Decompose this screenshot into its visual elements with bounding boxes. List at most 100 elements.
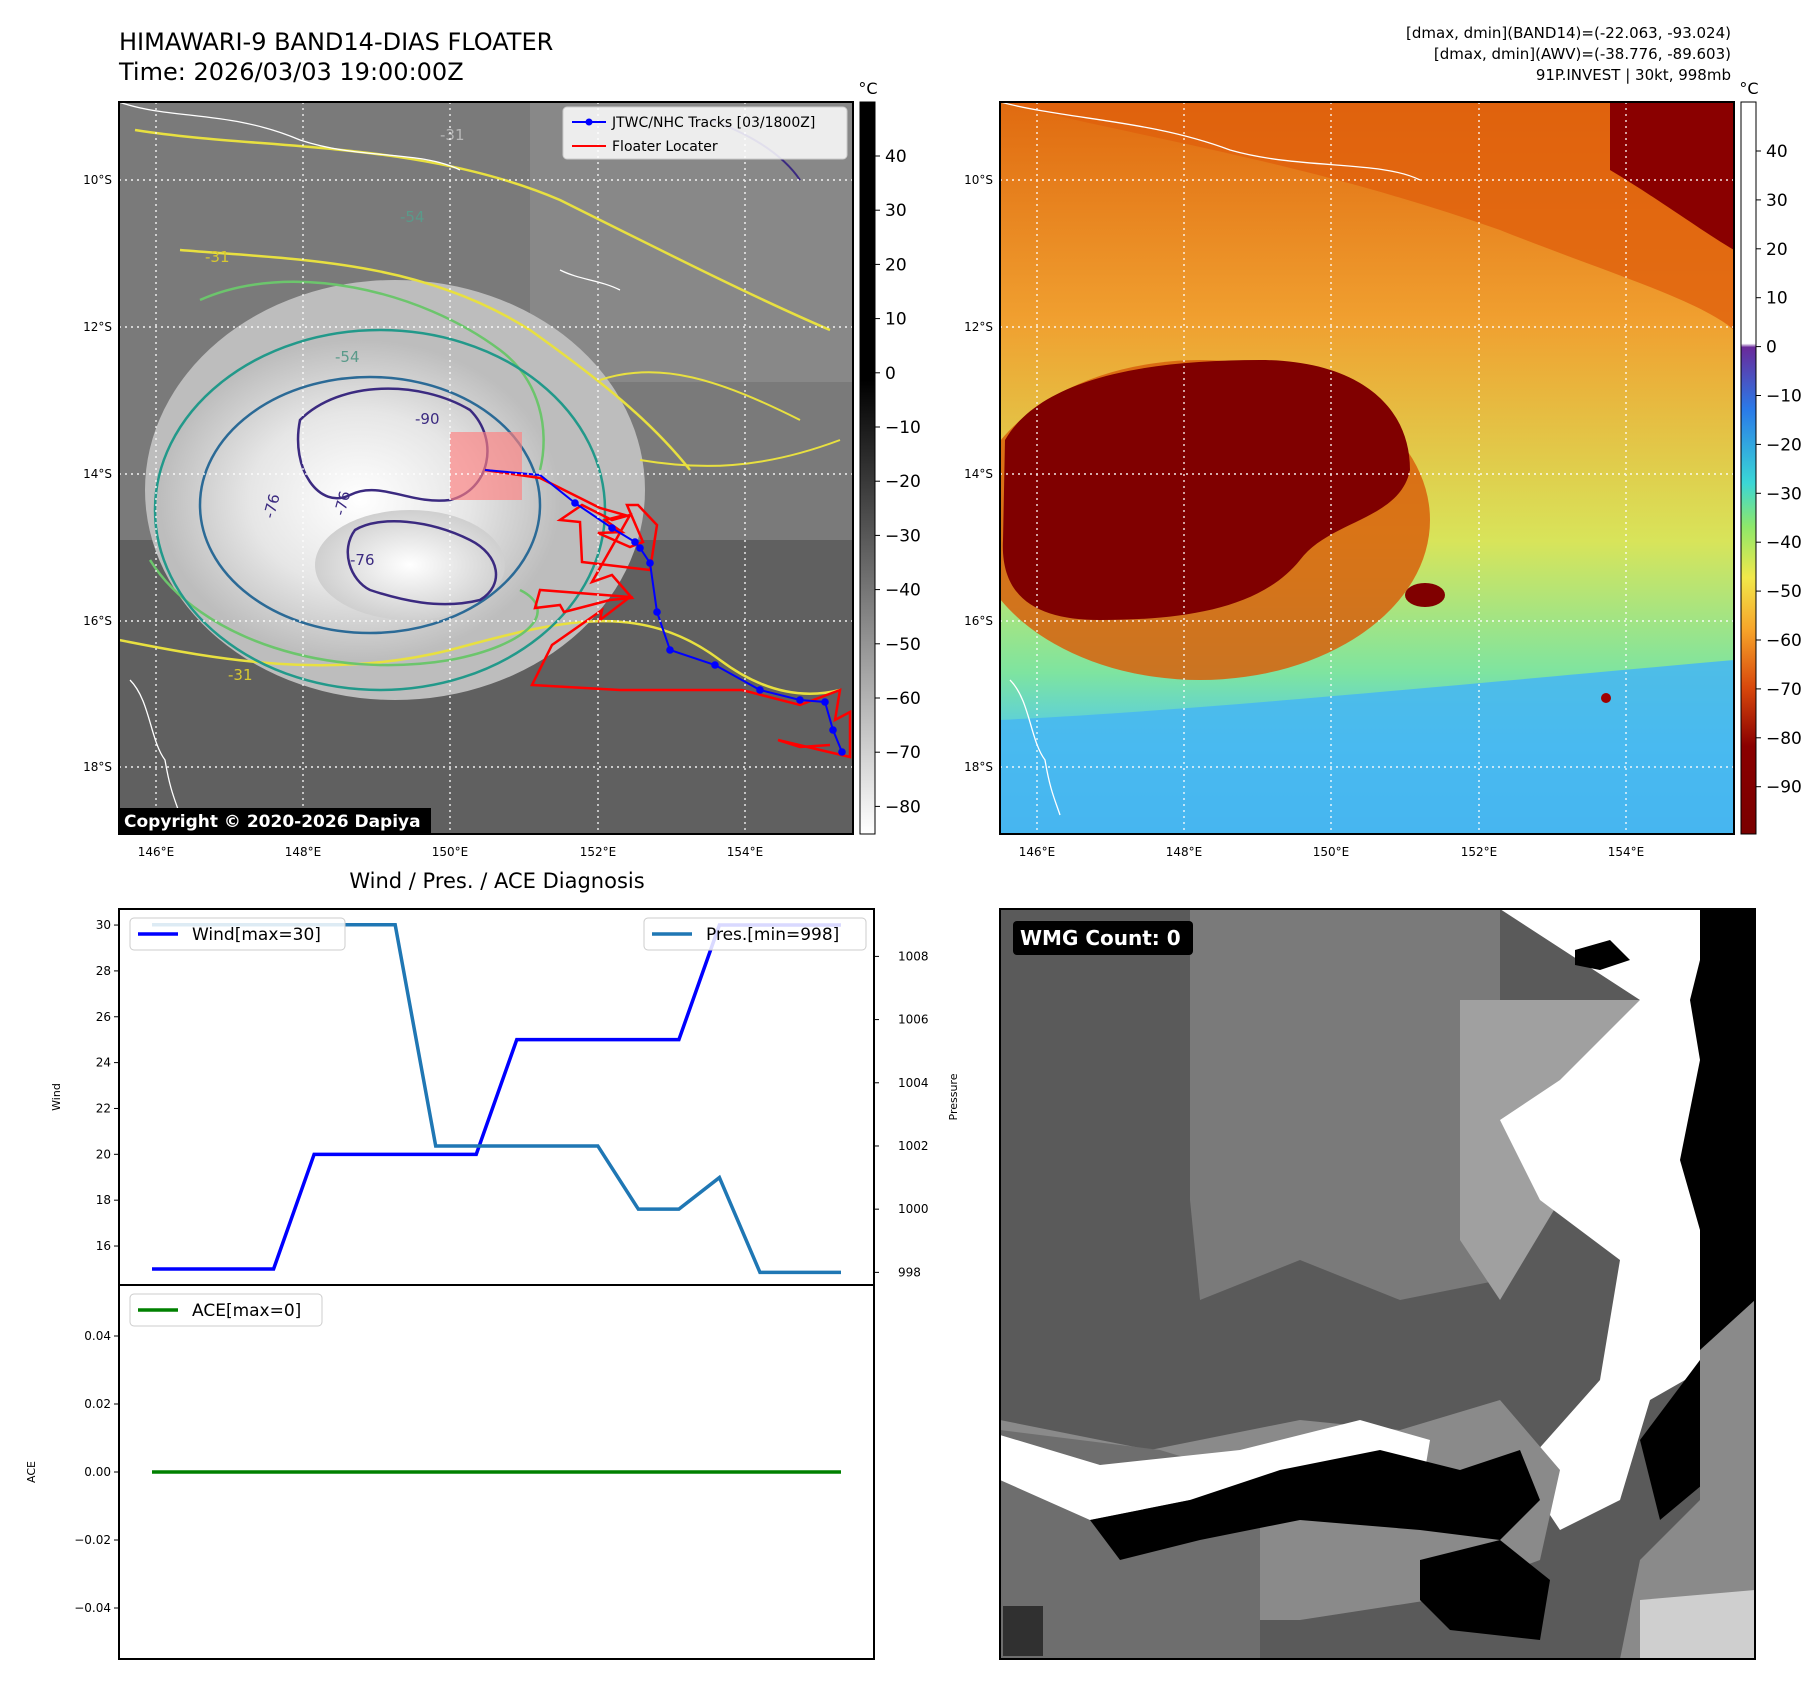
colorbar-tick-label: 40 [1766,142,1788,162]
ace-chart: 0.04 0.02 0.00 −0.02 −0.04 ACE ACE[max=0] [25,1284,875,1660]
lon-tick: 154°E [727,845,764,859]
legend-track-label: JTWC/NHC Tracks [03/1800Z] [611,115,815,131]
band14-range: [dmax, dmin](BAND14)=(-22.063, -93.024) [1406,24,1731,42]
awv-colorbar-ramp [1740,101,1757,835]
wmg-black-blob [1420,1540,1550,1640]
band14-lon-ticks: 146°E 148°E 150°E 152°E 154°E [138,845,764,859]
awv-ne-dry [1610,102,1734,250]
coastline-australia [129,679,181,816]
colorbar-tick-label: −60 [1766,631,1802,651]
pressure-ytick-label: 1008 [898,949,929,963]
band14-map-frame [118,101,854,835]
track-point [821,698,829,706]
track-point [636,544,644,552]
band14-lat-ticks: 10°S 12°S 14°S 16°S 18°S [83,173,112,774]
awv-spot [1601,693,1611,703]
floater-box [450,432,522,500]
contour-label: -90 [415,410,440,428]
lon-tick: 148°E [285,845,322,859]
wind-legend-label: Wind[max=30] [192,925,321,945]
awv-lon-ticks: 146°E 148°E 150°E 152°E 154°E [1019,845,1645,859]
lat-tick: 16°S [83,614,112,628]
wmg-black-band [1090,1450,1540,1560]
band14-colorbar-ramp [859,101,876,835]
contour-label: -31 [440,126,465,144]
ace-ytick-label: 0.04 [84,1329,111,1343]
floater-locater-path [484,468,852,759]
ace-legend-box [129,1293,323,1327]
pressure-legend-label: Pres.[min=998] [706,925,839,945]
track-point [796,696,804,704]
awv-coastline-australia [1009,679,1061,816]
diagnosis-title: Wind / Pres. / ACE Diagnosis [349,869,644,893]
wind-ytick-label: 24 [96,1056,111,1070]
copyright-text: Copyright © 2020-2026 Dapiya [124,812,421,832]
wmg-se-light [1640,1590,1755,1659]
wmg-black-fleck [1575,940,1630,970]
map-legend: JTWC/NHC Tracks [03/1800Z] Floater Locat… [562,106,848,160]
wind-ytick-label: 22 [96,1101,111,1115]
wmg-se-gray [1620,1300,1755,1659]
lat-tick: 18°S [83,760,112,774]
colorbar-tick-label: −20 [1766,435,1802,455]
storm-info: 91P.INVEST | 30kt, 998mb [1536,66,1731,84]
pressure-axis-label: Pressure [947,1073,960,1120]
pressure-ytick-label: 1006 [898,1013,929,1027]
colorbar-tick-label: −60 [885,689,921,709]
jtwc-track-points [571,499,846,756]
ace-ytick-label: 0.00 [84,1465,111,1479]
wind-ytick-label: 28 [96,964,111,978]
pressure-legend-box [643,917,867,951]
wmg-frame [999,908,1756,1660]
awv-coastline-north [1000,102,1421,181]
track-point [646,559,654,567]
contour-yellow-lower [119,620,841,695]
pressure-ytick-label: 998 [898,1265,921,1279]
wmg-count-label: WMG Count: 0 [1020,926,1181,950]
colorbar-tick-label: −30 [1766,484,1802,504]
ace-ytick-label: 0.02 [84,1397,111,1411]
contour-purple-lower [346,520,498,606]
figure-time: Time: 2026/03/03 19:00:00Z [118,58,464,86]
track-point [653,608,661,616]
contour-label: -54 [335,348,360,366]
colorbar-tick-label: 40 [885,147,907,167]
track-point [608,524,616,532]
wmg-panel: WMG Count: 0 [1000,909,1755,1659]
band14-lower-core [315,510,505,620]
lat-tick: 12°S [83,320,112,334]
lon-tick: 146°E [1019,845,1056,859]
contour-yellow-east [599,371,841,467]
legend-track-marker [585,118,593,126]
copyright-background [119,808,431,834]
figure-title: HIMAWARI-9 BAND14-DIAS FLOATER [119,28,553,56]
colorbar-tick-label: −80 [1766,729,1802,749]
track-point [711,661,719,669]
awv-moist-core [1002,360,1410,620]
contour-green-south [148,559,539,667]
wmg-white-band [1000,1420,1430,1520]
contour-green-north [199,280,545,471]
band14-colorbar-ticks: 40 30 20 10 0 −10 −20 −30 −40 −50 −60 −70 −80 [875,147,921,817]
lat-tick: 10°S [964,173,993,187]
awv-range: [dmax, dmin](AWV)=(-38.776, -89.603) [1434,45,1731,63]
awv-gridlines [1000,102,1734,834]
wind-ytick-label: 18 [96,1193,111,1207]
colorbar-tick-label: −70 [1766,680,1802,700]
pressure-ytick-label: 1004 [898,1076,929,1090]
ace-axis-label: ACE [25,1461,38,1483]
awv-map-frame [999,101,1735,835]
band14-gridlines [119,102,853,834]
track-point [571,499,579,507]
lon-tick: 152°E [580,845,617,859]
colorbar-tick-label: 0 [1766,338,1777,358]
awv-map [1000,102,1734,834]
colorbar-tick-label: −10 [1766,387,1802,407]
colorbar-tick-label: 0 [885,364,896,384]
contour-label: -31 [205,248,230,266]
pressure-ytick-label: 1000 [898,1202,929,1216]
ace-ytick-label: −0.02 [74,1533,111,1547]
colorbar-tick-label: −30 [885,526,921,546]
awv-colorbar-unit: °C [1739,79,1758,98]
